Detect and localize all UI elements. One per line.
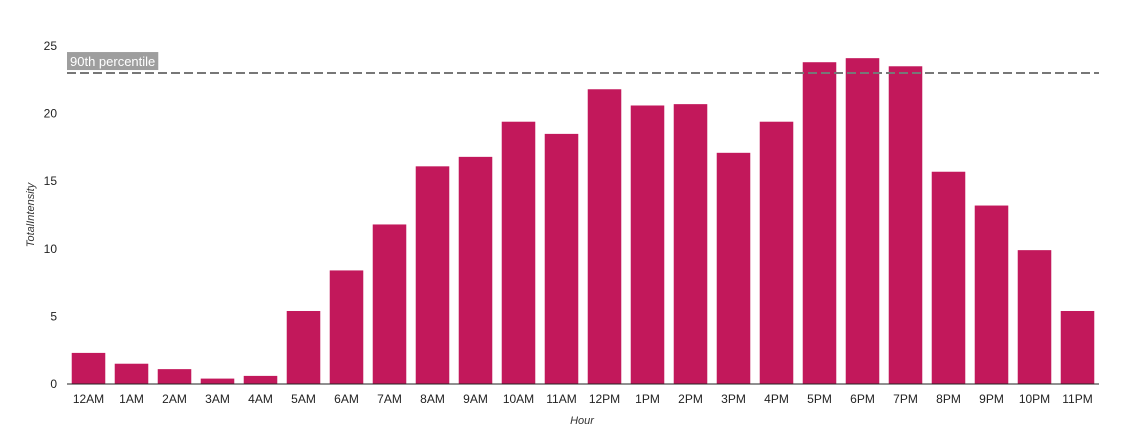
y-tick-label: 10	[44, 242, 58, 256]
y-tick-label: 5	[50, 309, 57, 323]
x-tick-label: 4PM	[764, 392, 789, 406]
y-tick-label: 20	[44, 107, 58, 121]
x-axis-ticks: 12AM 1AM 2AM 3AM 4AM 5AM 6AM 7AM 8AM 9AM 10AM 11AM 1…	[73, 392, 1093, 406]
x-tick-label: 5PM	[807, 392, 832, 406]
bar-1pm	[630, 105, 665, 385]
x-tick-label: 8AM	[420, 392, 445, 406]
percentile-label: 90th percentile	[70, 54, 155, 69]
x-tick-label: 11PM	[1062, 392, 1092, 406]
x-tick-label: 10PM	[1019, 392, 1050, 406]
x-tick-label: 6AM	[334, 392, 359, 406]
x-tick-label: 2AM	[162, 392, 187, 406]
bar-6pm	[845, 58, 880, 385]
x-axis-title: Hour	[570, 415, 595, 427]
x-tick-label: 3PM	[721, 392, 746, 406]
bar-12am	[71, 352, 106, 384]
bar-10am	[501, 121, 536, 385]
bar-8pm	[931, 171, 966, 384]
bar-11am	[544, 133, 579, 384]
bar-4am	[243, 375, 278, 384]
bar-4pm	[759, 121, 794, 385]
x-tick-label: 9AM	[463, 392, 488, 406]
y-axis-ticks: 0 5 10 15 20 25	[44, 39, 58, 391]
x-tick-label: 3AM	[205, 392, 230, 406]
y-tick-label: 25	[44, 39, 58, 53]
bar-2am	[157, 369, 192, 384]
reference-line-group: 90th percentile	[67, 52, 1099, 75]
x-tick-label: 11AM	[546, 392, 576, 406]
bar-3am	[200, 378, 235, 384]
bar-2pm	[673, 104, 708, 384]
x-tick-label: 12AM	[73, 392, 104, 406]
x-tick-label: 5AM	[291, 392, 316, 406]
x-tick-label: 1AM	[119, 392, 144, 406]
bar-12pm	[587, 89, 622, 384]
x-tick-label: 12PM	[589, 392, 620, 406]
percentile-label-background	[67, 52, 159, 71]
bar-6am	[329, 270, 364, 384]
y-tick-label: 15	[44, 174, 58, 188]
bar-8am	[415, 166, 450, 384]
y-tick-label: 0	[50, 377, 57, 391]
bar-3pm	[716, 152, 751, 384]
bar-9am	[458, 156, 493, 384]
bar-11pm	[1060, 310, 1095, 384]
bar-10pm	[1017, 250, 1052, 384]
bar-1am	[114, 363, 149, 384]
x-tick-label: 9PM	[979, 392, 1004, 406]
x-tick-label: 7PM	[893, 392, 918, 406]
bar-7pm	[888, 66, 923, 384]
x-tick-label: 7AM	[377, 392, 402, 406]
x-tick-label: 4AM	[248, 392, 273, 406]
x-tick-label: 8PM	[936, 392, 961, 406]
bar-5pm	[802, 62, 837, 384]
bar-7am	[372, 224, 407, 384]
bar-9pm	[974, 205, 1009, 384]
x-tick-label: 1PM	[635, 392, 660, 406]
x-tick-label: 2PM	[678, 392, 703, 406]
x-tick-label: 6PM	[850, 392, 875, 406]
bars	[71, 58, 1095, 385]
bar-5am	[286, 310, 321, 384]
y-axis-title: TotalIntensity	[25, 181, 37, 247]
x-tick-label: 10AM	[503, 392, 534, 406]
